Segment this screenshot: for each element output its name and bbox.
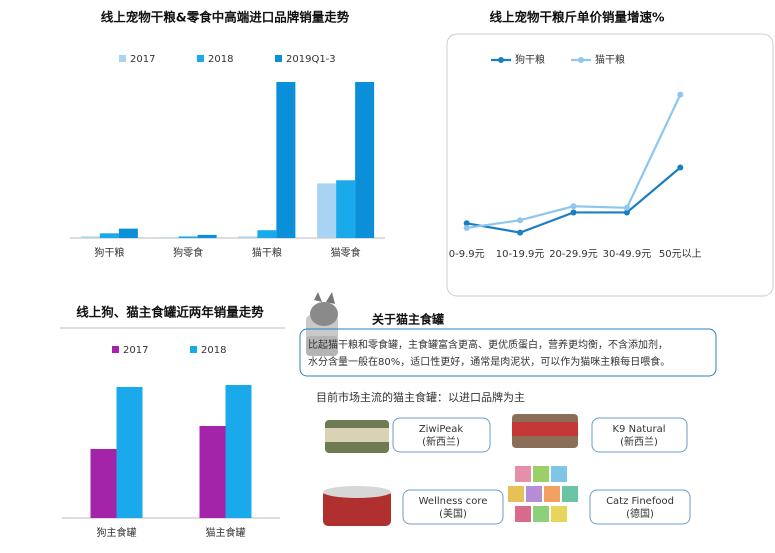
- brand-name: ZiwiPeak: [419, 424, 464, 435]
- point: [517, 229, 524, 236]
- point: [570, 209, 577, 216]
- legend-swatch: [197, 55, 204, 62]
- bar: [118, 228, 138, 238]
- chart-title: 线上宠物干粮斤单价销量增速%: [489, 10, 665, 25]
- chart-title: 线上宠物干粮&零食中高端进口品牌销量走势: [101, 10, 350, 25]
- brand-origin: (美国): [439, 507, 467, 520]
- bar: [116, 387, 143, 518]
- bar: [317, 183, 337, 238]
- x-tick-label: 0-9.9元: [449, 249, 485, 260]
- legend-label: 2018: [208, 54, 233, 65]
- x-tick-label: 50元以上: [659, 248, 702, 260]
- legend-marker: [578, 57, 584, 63]
- bar: [199, 426, 226, 518]
- legend-label: 狗干粮: [515, 53, 545, 66]
- brand-origin: (德国): [626, 507, 654, 520]
- bar: [276, 82, 296, 238]
- legend-label: 2017: [123, 345, 148, 356]
- legend-swatch: [112, 346, 119, 353]
- chart-title: 线上狗、猫主食罐近两年销量走势: [76, 305, 264, 320]
- x-tick-label: 30-49.9元: [603, 249, 652, 260]
- bar: [99, 233, 119, 238]
- can-images: [323, 414, 578, 526]
- about-box: [299, 328, 717, 377]
- x-tick-label: 20-29.9元: [549, 249, 598, 260]
- brand-box: [392, 417, 491, 453]
- brand-box: [589, 489, 691, 525]
- bar: [90, 449, 117, 518]
- point: [517, 217, 524, 224]
- x-tick-label: 狗零食: [173, 246, 203, 259]
- point: [463, 220, 470, 227]
- point: [677, 164, 684, 171]
- about-subtitle: 目前市场主流的猫主食罐：以进口品牌为主: [316, 390, 525, 404]
- x-tick-label: 10-19.9元: [496, 249, 545, 260]
- brand-origin: (新西兰): [422, 435, 460, 448]
- bar: [336, 180, 356, 238]
- brand-box: [591, 417, 688, 453]
- legend-label: 2017: [130, 54, 155, 65]
- point: [570, 203, 577, 210]
- legend-label: 猫干粮: [595, 53, 625, 66]
- x-tick-label: 狗主食罐: [97, 526, 137, 539]
- legend-label: 2019Q1-3: [286, 54, 336, 65]
- legend-swatch: [275, 55, 282, 62]
- point: [463, 224, 470, 231]
- cat-illustration: [306, 292, 338, 356]
- x-tick-label: 狗干粮: [94, 246, 124, 259]
- legend-swatch: [190, 346, 197, 353]
- x-tick-label: 猫零食: [331, 246, 361, 259]
- about-text: 水分含量一般在80%，适口性更好，通常是肉泥状，可以作为猫咪主粮每日喂食。: [308, 355, 670, 368]
- about-text: 比起猫干粮和零食罐，主食罐富含更高、更优质蛋白，营养更均衡，不含添加剂，: [308, 338, 668, 351]
- x-tick-label: 猫干粮: [252, 246, 282, 259]
- brand-box: [402, 489, 504, 525]
- bar: [355, 82, 375, 238]
- about-title: 关于猫主食罐: [372, 312, 444, 327]
- bar: [257, 230, 277, 238]
- bar: [178, 236, 198, 238]
- legend-swatch: [119, 55, 126, 62]
- brand-name: K9 Natural: [613, 424, 666, 435]
- chart-frame: [446, 33, 774, 297]
- bar: [197, 234, 217, 238]
- bar: [225, 385, 252, 518]
- point: [623, 209, 630, 216]
- bar: [238, 236, 258, 238]
- point: [623, 204, 630, 211]
- brand-name: Wellness core: [419, 496, 488, 507]
- brand-origin: (新西兰): [620, 435, 658, 448]
- bar: [80, 236, 100, 238]
- legend-marker: [498, 57, 504, 63]
- bar: [159, 237, 179, 238]
- legend-label: 2018: [201, 345, 226, 356]
- point: [677, 91, 684, 98]
- x-tick-label: 猫主食罐: [206, 526, 246, 539]
- brand-name: Catz Finefood: [606, 496, 674, 507]
